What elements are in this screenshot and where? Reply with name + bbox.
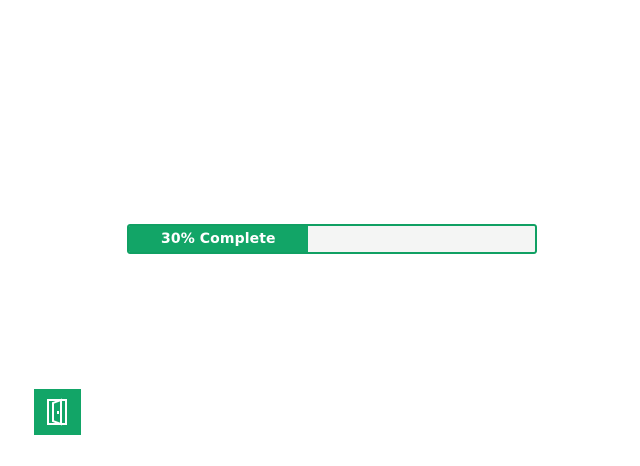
progress-label: 30% Complete xyxy=(161,231,276,247)
progress-bar-fill: 30% Complete xyxy=(129,226,308,252)
brand-logo xyxy=(34,389,81,435)
door-icon xyxy=(46,398,67,426)
progress-bar: 30% Complete xyxy=(127,224,537,254)
